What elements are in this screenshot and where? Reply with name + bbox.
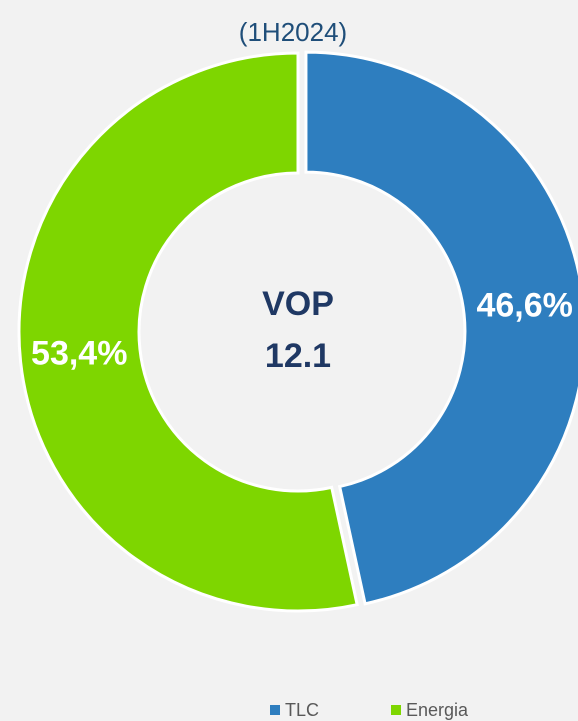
- legend-swatch: [270, 705, 280, 715]
- donut-slice: [17, 51, 359, 613]
- center-label: VOP: [262, 285, 334, 323]
- legend-swatch: [391, 705, 401, 715]
- data-label: 53,4%: [31, 334, 127, 372]
- data-label: 46,6%: [476, 287, 572, 325]
- legend-label: TLC: [285, 700, 319, 720]
- legend-label: Energia: [406, 700, 469, 720]
- chart-title: (1H2024): [239, 17, 347, 47]
- center-value: 12.1: [265, 337, 331, 375]
- donut-slice: [304, 50, 578, 606]
